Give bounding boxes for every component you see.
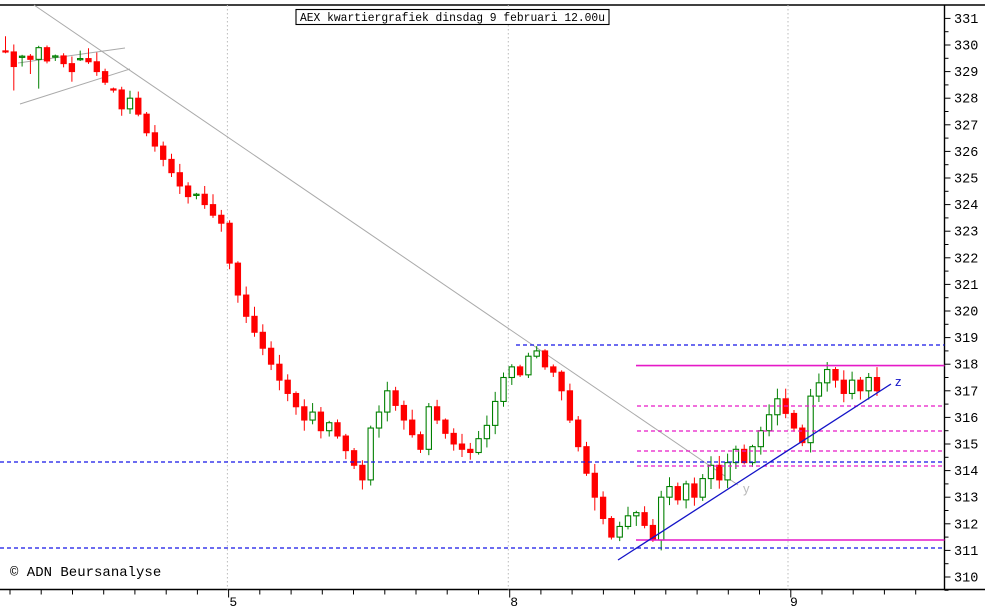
svg-text:321: 321	[954, 279, 978, 294]
svg-text:9: 9	[790, 595, 798, 610]
svg-text:322: 322	[954, 252, 978, 267]
svg-text:311: 311	[954, 545, 978, 560]
svg-text:315: 315	[954, 439, 978, 454]
svg-text:314: 314	[954, 465, 978, 480]
svg-text:327: 327	[954, 119, 978, 134]
svg-text:316: 316	[954, 412, 978, 427]
svg-text:319: 319	[954, 332, 978, 347]
svg-text:330: 330	[954, 40, 978, 55]
svg-text:8: 8	[510, 595, 518, 610]
svg-text:323: 323	[954, 226, 978, 241]
svg-text:320: 320	[954, 306, 978, 321]
svg-text:313: 313	[954, 492, 978, 507]
svg-text:y: y	[743, 481, 750, 496]
svg-text:325: 325	[954, 173, 978, 188]
svg-text:5: 5	[229, 595, 237, 610]
svg-text:AEX kwartiergrafiek dinsdag 9: AEX kwartiergrafiek dinsdag 9 februari 1…	[300, 11, 605, 25]
svg-text:318: 318	[954, 359, 978, 374]
svg-text:331: 331	[954, 13, 978, 28]
svg-text:329: 329	[954, 66, 978, 81]
svg-text:310: 310	[954, 572, 978, 587]
svg-text:z: z	[895, 374, 902, 389]
svg-text:324: 324	[954, 199, 978, 214]
svg-text:© ADN Beursanalyse: © ADN Beursanalyse	[10, 565, 161, 581]
svg-text:326: 326	[954, 146, 978, 161]
svg-text:328: 328	[954, 93, 978, 108]
svg-text:317: 317	[954, 385, 978, 400]
svg-text:312: 312	[954, 518, 978, 533]
